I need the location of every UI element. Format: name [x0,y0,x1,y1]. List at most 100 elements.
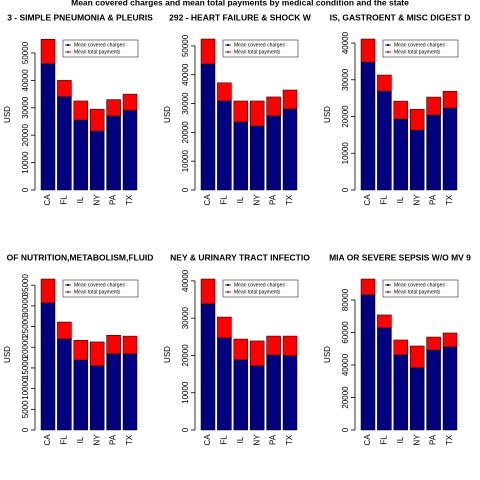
bar-segment [57,80,72,98]
legend-label: Mean covered charges [74,42,125,48]
bar-segment [89,108,105,132]
bar-segment [266,354,281,431]
bar-segment [217,337,232,431]
bar-segment [442,90,458,109]
bar-segment [73,359,89,431]
legend-point [66,43,70,47]
legend-label: Mean total payments [74,49,121,55]
x-tick-label: IL [236,436,245,443]
bar-segment [249,365,265,431]
x-tick-label: FL [380,435,389,445]
bar-segment [40,278,56,304]
y-tick-label: 30000 [21,294,30,317]
legend-point [386,283,390,287]
bar-segment [122,335,138,355]
x-tick-label: NY [92,194,101,206]
page-title: Mean covered charges and mean total paym… [71,0,409,7]
x-tick-label: FL [60,435,69,445]
y-tick-label: 10000 [181,381,190,404]
bar-segment [233,100,249,123]
bar-segment [233,338,249,361]
x-tick-label: PA [269,434,278,445]
x-tick-label: CA [43,194,52,206]
y-tick-label: 30000 [181,92,190,115]
x-tick-label: IL [396,436,405,443]
y-tick-label: 0 [181,427,190,432]
x-tick-label: IL [76,436,85,443]
y-tick-label: 10000 [341,142,350,165]
legend-box [62,39,139,58]
y-tick-label: 0 [21,427,30,432]
bar-segment [73,339,89,361]
legend-point [66,50,70,54]
x-tick-label: CA [363,434,372,446]
legend-label: Mean covered charges [234,282,285,288]
x-tick-label: TX [445,434,454,445]
x-tick-label: TX [445,194,454,205]
bar-segment [200,303,216,431]
legend-point [66,283,70,287]
y-tick-label: 20000 [21,124,30,147]
y-tick-label: 20000 [181,344,190,367]
x-tick-label: IL [396,196,405,203]
bar-segment [282,335,298,357]
x-tick-label: FL [220,435,229,445]
y-tick-label: 40000 [341,31,350,54]
legend-point [386,50,390,54]
y-tick-label: 50000 [181,34,190,57]
bar-segment [282,89,298,110]
bar-segment [122,110,138,191]
bar-segment [360,61,376,191]
y-axis-label: USD [163,106,172,123]
bar-segment [73,100,89,121]
legend-box [222,39,299,58]
panel-title: MIA OR SEVERE SEPSIS W/O MV 9 [329,252,471,262]
legend-point [226,43,230,47]
legend-label: Mean total payments [394,289,441,295]
y-tick-label: 5000 [21,400,30,418]
bar-segment [106,335,121,355]
x-tick-label: IL [236,196,245,203]
legend-point [386,43,390,47]
bar-segment [40,63,56,191]
bar-segment [233,359,249,431]
bar-segment [393,100,409,120]
y-axis-label: USD [323,346,332,363]
y-tick-label: 20000 [181,121,190,144]
y-tick-label: 0 [181,187,190,192]
bar-segment [409,345,425,369]
y-tick-label: 50000 [21,41,30,64]
y-tick-label: 40000 [341,353,350,376]
bar-segment [217,316,232,339]
x-tick-label: CA [203,434,212,446]
bar-segment [249,125,265,191]
bar-segment [89,365,105,431]
x-tick-label: FL [220,195,229,205]
panel-title: NEY & URINARY TRACT INFECTIO [170,252,310,262]
x-tick-label: TX [285,194,294,205]
bar-segment [442,332,458,348]
x-tick-label: CA [363,194,372,206]
bar-segment [249,100,265,127]
legend-box [382,39,459,58]
y-tick-label: 0 [341,187,350,192]
panel-title: 292 - HEART FAILURE & SHOCK W [169,12,312,22]
bar-segment [40,39,56,65]
legend-box [382,279,459,298]
y-tick-label: 20000 [341,386,350,409]
y-tick-label: 10000 [21,377,30,400]
x-tick-label: PA [109,434,118,445]
legend-label: Mean covered charges [394,282,445,288]
x-tick-label: NY [92,434,101,446]
x-tick-label: PA [109,194,118,205]
y-tick-label: 40000 [181,269,190,292]
bar-segment [426,114,441,191]
x-tick-label: TX [285,434,294,445]
x-tick-label: TX [125,194,134,205]
bar-segment [409,129,425,191]
legend-point [226,283,230,287]
legend-point [66,290,70,294]
bar-segment [282,108,298,191]
y-tick-label: 30000 [181,306,190,329]
